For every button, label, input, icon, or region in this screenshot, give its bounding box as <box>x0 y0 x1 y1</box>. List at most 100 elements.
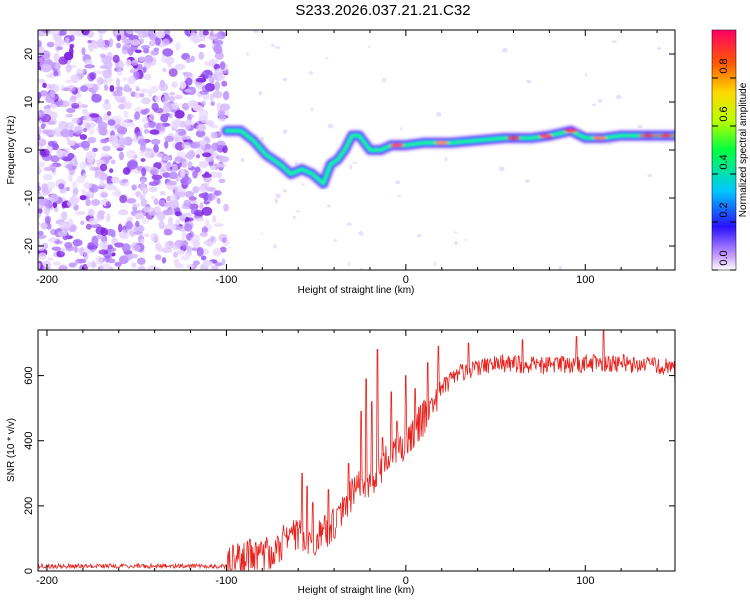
noise-blob <box>88 126 95 136</box>
noise-blob <box>174 94 183 100</box>
noise-blob <box>292 215 296 219</box>
noise-blob <box>83 251 89 261</box>
noise-blob <box>282 189 287 193</box>
noise-blob <box>47 129 56 136</box>
noise-blob <box>444 157 448 162</box>
noise-blob <box>33 124 38 130</box>
noise-blobs <box>33 30 662 270</box>
noise-blob <box>89 72 97 80</box>
noise-blob <box>454 240 458 246</box>
noise-blob <box>219 61 226 70</box>
noise-blob <box>187 161 193 169</box>
noise-blob <box>38 222 41 227</box>
noise-blob <box>526 80 532 84</box>
y-tick-label: 400 <box>23 432 35 450</box>
noise-blob <box>116 42 121 49</box>
noise-blob <box>98 32 103 40</box>
noise-blob <box>416 234 422 238</box>
noise-blob <box>79 195 87 201</box>
noise-blob <box>58 183 65 190</box>
noise-blob <box>148 91 153 98</box>
noise-blob <box>54 207 59 212</box>
noise-blob <box>53 70 59 77</box>
noise-blob <box>209 58 216 67</box>
noise-blob <box>199 231 208 237</box>
noise-blob <box>68 262 77 268</box>
noise-blob <box>38 110 45 118</box>
noise-blob <box>275 193 282 199</box>
noise-blob <box>213 223 224 227</box>
noise-blob <box>143 123 150 129</box>
noise-blob <box>140 178 147 183</box>
noise-blob <box>162 172 171 178</box>
noise-blob <box>296 210 300 213</box>
noise-blob <box>139 88 150 94</box>
noise-blob <box>117 137 128 146</box>
noise-blob <box>80 85 89 92</box>
noise-blob <box>87 39 92 44</box>
noise-blob <box>153 144 159 153</box>
noise-blob <box>124 39 130 44</box>
noise-blob <box>69 46 74 56</box>
noise-blob <box>204 218 210 225</box>
noise-blob <box>584 73 587 77</box>
noise-blob <box>41 183 49 193</box>
noise-blob <box>38 91 42 100</box>
noise-blob <box>130 91 136 96</box>
noise-blob <box>88 163 94 170</box>
noise-blob <box>118 209 129 216</box>
noise-blob <box>198 51 204 61</box>
noise-blob <box>95 255 103 265</box>
noise-blob <box>153 198 159 206</box>
noise-blob <box>168 180 177 186</box>
noise-blob <box>196 247 204 257</box>
noise-blob <box>181 176 192 186</box>
noise-blob <box>139 183 147 192</box>
noise-blob <box>82 127 88 133</box>
noise-blob <box>50 88 56 98</box>
noise-blob <box>597 99 603 103</box>
noise-blob <box>138 138 148 146</box>
noise-blob <box>143 233 150 238</box>
noise-blob <box>40 63 52 73</box>
x-tick-label: 100 <box>576 575 594 587</box>
noise-blob <box>206 186 216 192</box>
noise-blob <box>77 68 86 74</box>
noise-blob <box>382 77 387 83</box>
noise-blob <box>38 166 40 170</box>
ridge-hotspot <box>389 143 404 147</box>
noise-blob <box>38 133 41 142</box>
noise-blob <box>85 223 92 230</box>
noise-blob <box>199 36 206 42</box>
noise-blob <box>170 121 178 130</box>
noise-blob <box>102 145 111 152</box>
noise-blob <box>214 262 223 267</box>
noise-blob <box>205 120 215 127</box>
noise-blob <box>80 140 91 149</box>
noise-blob <box>134 213 144 220</box>
noise-blob <box>99 262 104 270</box>
noise-blob <box>258 90 263 96</box>
noise-blob <box>162 67 167 73</box>
noise-blob <box>164 240 176 249</box>
x-tick-label: -200 <box>36 575 58 587</box>
noise-blob <box>140 238 145 244</box>
noise-blob <box>153 47 160 52</box>
noise-blob <box>69 196 80 205</box>
noise-blob <box>198 109 209 119</box>
noise-blob <box>105 228 116 236</box>
colorbar-ticks: 0.0 0.2 0.4 0.6 0.8 <box>712 58 736 271</box>
noise-blob <box>199 140 208 146</box>
noise-blob <box>164 135 174 143</box>
noise-blob <box>271 43 275 48</box>
noise-blob <box>74 259 79 265</box>
noise-blob <box>164 140 169 149</box>
noise-blob <box>195 78 207 83</box>
noise-blob <box>102 262 111 270</box>
noise-blob <box>33 33 37 40</box>
noise-blob <box>97 210 106 216</box>
noise-blob <box>60 211 68 221</box>
noise-blob <box>194 209 205 217</box>
noise-blob <box>61 30 68 36</box>
